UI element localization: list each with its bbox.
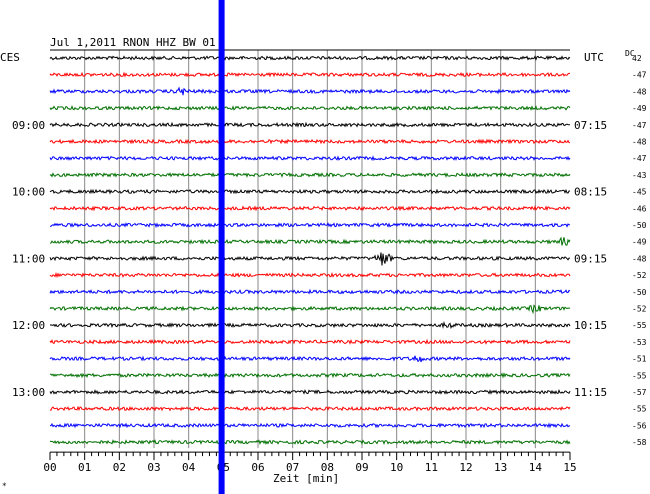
trace-line [49, 288, 571, 295]
dc-value: -53 [632, 338, 647, 347]
trace-line [49, 405, 571, 412]
time-marker [218, 0, 225, 494]
right-time-label: 11:15 [574, 386, 607, 399]
corner-mark: ∗ [2, 480, 7, 489]
dc-value: -48 [632, 254, 647, 263]
x-tick-label: 15 [563, 461, 576, 474]
trace-line [49, 372, 571, 379]
x-tick-label: 02 [113, 461, 126, 474]
dc-value: -51 [632, 355, 647, 364]
dc-value: -43 [632, 171, 647, 180]
right-time-label: 10:15 [574, 319, 607, 332]
x-tick-label: 03 [147, 461, 160, 474]
dc-value: -46 [632, 204, 647, 213]
x-tick-label: 13 [494, 461, 507, 474]
dc-value: -55 [632, 405, 647, 414]
trace-line [49, 236, 571, 246]
right-time-label: 09:15 [574, 252, 607, 265]
trace-line [49, 138, 571, 145]
dc-value: -49 [632, 104, 647, 113]
x-tick-label: 00 [43, 461, 56, 474]
x-tick-label: 11 [425, 461, 438, 474]
trace-line [49, 272, 571, 279]
dc-value: -50 [632, 288, 647, 297]
x-tick-label: 07 [286, 461, 299, 474]
dc-value: -52 [632, 271, 647, 280]
x-tick-label: 12 [459, 461, 472, 474]
trace-line [49, 86, 571, 96]
dc-value: -47 [632, 154, 647, 163]
trace-line [49, 439, 571, 446]
right-time-label: 08:15 [574, 186, 607, 199]
dc-value: -55 [632, 371, 647, 380]
x-tick-label: 01 [78, 461, 91, 474]
trace-line [50, 222, 571, 229]
x-tick-label: 08 [321, 461, 334, 474]
dc-value: -56 [632, 421, 647, 430]
dc-value: -48 [632, 138, 647, 147]
left-time-label: 10:00 [12, 186, 45, 199]
trace-group [49, 55, 571, 446]
dc-value: -50 [632, 221, 647, 230]
trace-line [49, 389, 571, 395]
trace-line [49, 155, 571, 162]
dc-value: -57 [632, 388, 647, 397]
trace-line [49, 252, 570, 266]
trace-line [49, 355, 571, 363]
left-header: CES [0, 51, 20, 64]
right-header: UTC [584, 51, 604, 64]
trace-line [49, 188, 571, 195]
dc-value: -47 [632, 121, 647, 130]
dc-value-labels: 42 -47 -48 -49 -47 -48 -47 -43 -45 -46 -50 -49 -48 -5… [632, 54, 647, 447]
trace-line [49, 338, 571, 345]
trace-line [49, 105, 571, 111]
right-time-label: 07:15 [574, 119, 607, 132]
x-tick-label: 06 [251, 461, 264, 474]
dc-value: -55 [632, 321, 647, 330]
trace-line [49, 321, 571, 330]
left-time-label: 09:00 [12, 119, 45, 132]
left-time-label: 13:00 [12, 386, 45, 399]
dc-value: 42 [632, 54, 642, 63]
dc-value: -47 [632, 71, 647, 80]
left-time-labels: 09:00 10:00 11:00 12:00 13:00 [12, 119, 45, 399]
trace-line [49, 55, 571, 61]
trace-line [49, 71, 570, 78]
trace-line [49, 304, 571, 315]
x-tick-label: 04 [182, 461, 196, 474]
grid-lines [50, 49, 570, 449]
trace-line [49, 171, 571, 178]
x-tick-label: 14 [529, 461, 543, 474]
trace-line [49, 205, 571, 212]
x-axis-label: Zeit [min] [273, 472, 339, 485]
left-time-label: 12:00 [12, 319, 45, 332]
x-tick-label: 10 [390, 461, 403, 474]
dc-value: -52 [632, 305, 647, 314]
dc-value: -58 [632, 438, 647, 447]
dc-header: DC [625, 49, 635, 58]
right-time-labels: 07:15 08:15 09:15 10:15 11:15 [574, 119, 607, 399]
trace-line [49, 422, 571, 429]
dc-value: -48 [632, 87, 647, 96]
chart-title: Jul 1,2011 RNON HHZ BW 01 [50, 36, 216, 49]
dc-value: -49 [632, 238, 647, 247]
trace-line [49, 121, 571, 128]
marker-bar [218, 0, 225, 494]
x-tick-label: 09 [355, 461, 368, 474]
x-axis: 00010203040506070809101112131415 [43, 451, 577, 474]
dc-value: -45 [632, 188, 647, 197]
left-time-label: 11:00 [12, 252, 45, 265]
